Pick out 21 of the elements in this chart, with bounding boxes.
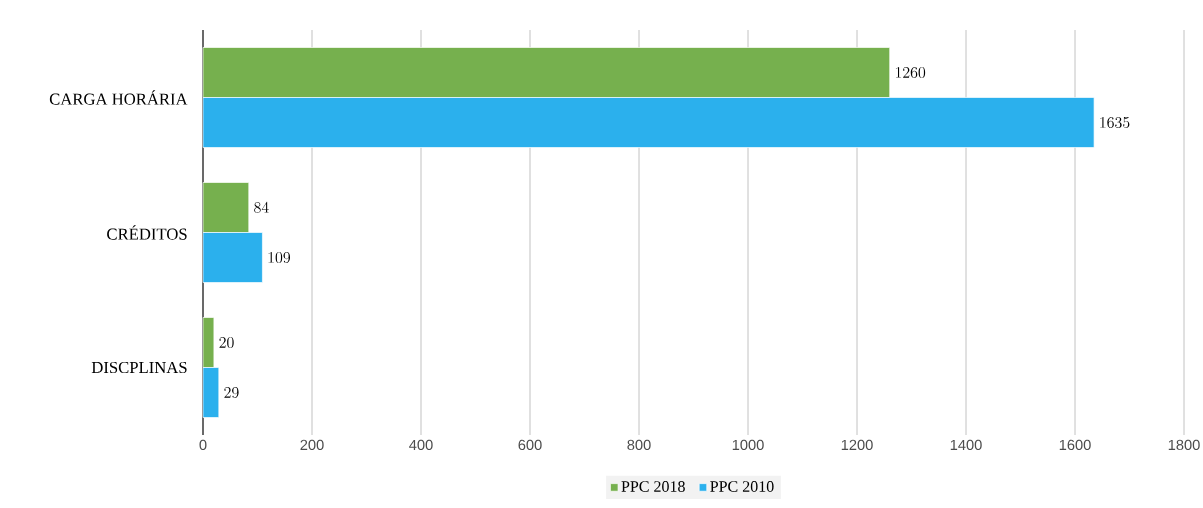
- data-label: 1260: [895, 67, 926, 78]
- x-tick-label: 1600: [1059, 439, 1091, 451]
- x-tick-label: 200: [300, 439, 324, 451]
- y-tick-label: CARGA HORÁRIA: [49, 90, 188, 105]
- x-tick-label: 1200: [841, 439, 873, 451]
- x-tick-label: 400: [409, 439, 433, 451]
- legend-label: PPC 2018: [621, 481, 685, 492]
- x-tick-label: 600: [518, 439, 542, 451]
- x-tick-label: 0: [199, 439, 207, 451]
- legend-label: PPC 2010: [710, 481, 774, 492]
- x-tick-label: 1000: [732, 439, 764, 451]
- x-tick-label: 1800: [1168, 439, 1200, 451]
- x-tick-label: 800: [627, 439, 651, 451]
- y-tick-label: DISCPLINAS: [91, 361, 187, 374]
- data-label: 84: [254, 201, 269, 213]
- data-label: 109: [268, 252, 291, 263]
- x-tick-label: 1400: [950, 439, 982, 451]
- data-label: 20: [219, 337, 234, 348]
- y-tick-label: CRÉDITOS: [107, 225, 187, 240]
- data-label: 29: [224, 387, 239, 398]
- data-label: 1635: [1100, 117, 1130, 128]
